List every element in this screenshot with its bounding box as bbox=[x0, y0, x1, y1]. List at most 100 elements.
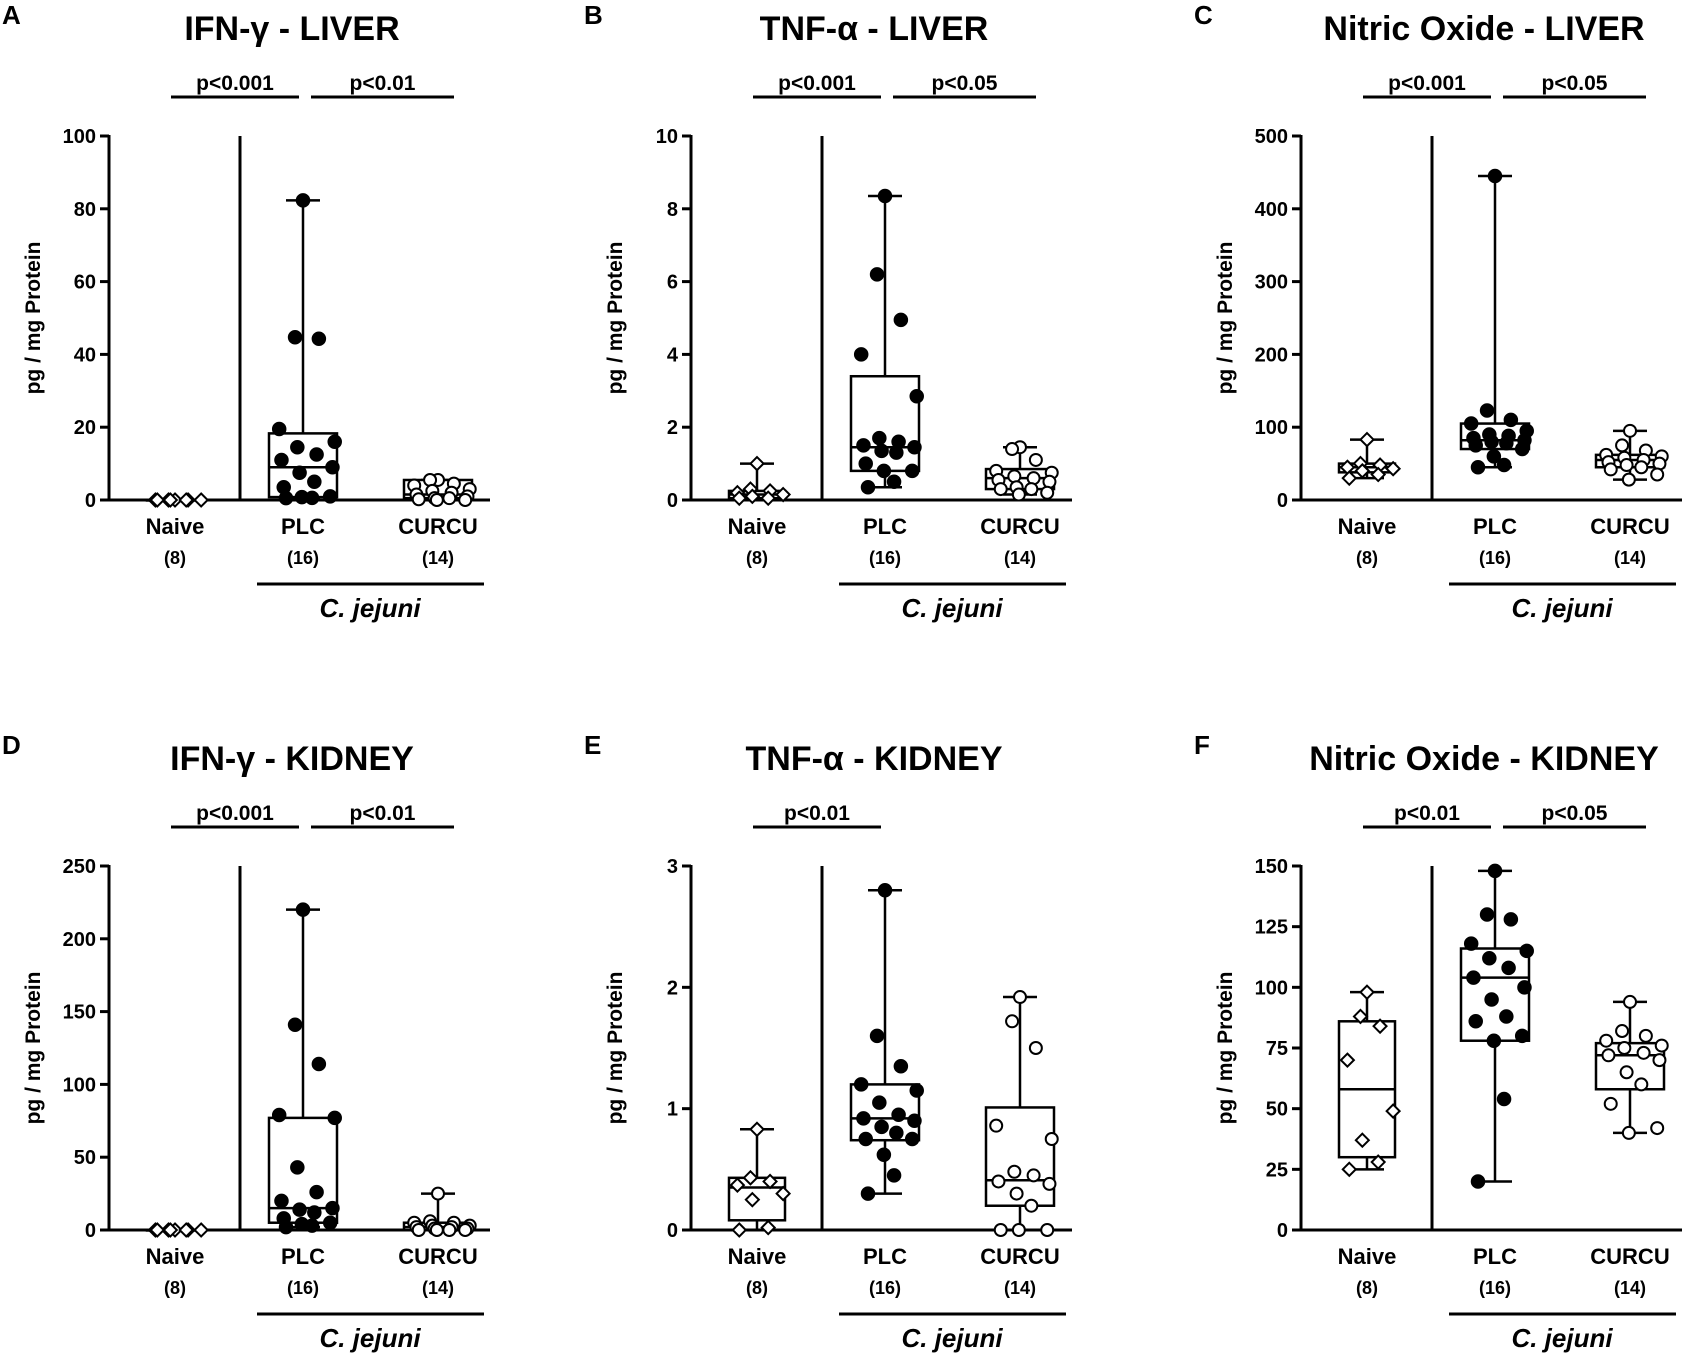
group-sample-size: (8) bbox=[164, 1278, 186, 1298]
data-point-filled bbox=[1503, 912, 1519, 927]
data-point-filled bbox=[292, 465, 307, 480]
data-point-filled bbox=[295, 902, 311, 917]
data-point-open bbox=[1634, 460, 1649, 475]
data-point-filled bbox=[295, 193, 311, 208]
data-point-filled bbox=[1486, 1033, 1502, 1048]
x-tick-label: PLC bbox=[1473, 514, 1517, 539]
data-point-open bbox=[1028, 452, 1043, 467]
y-tick-label: 25 bbox=[1266, 1159, 1288, 1181]
y-tick-label: 0 bbox=[1277, 1220, 1288, 1242]
data-point-open bbox=[458, 493, 473, 507]
data-point-filled bbox=[889, 445, 904, 460]
group-sample-size: (14) bbox=[422, 548, 454, 568]
y-tick-label: 50 bbox=[74, 1147, 96, 1169]
data-point-diamond bbox=[749, 1121, 765, 1138]
group-curcu: CURCU (14) bbox=[398, 472, 478, 568]
group-plc: PLC (16) bbox=[267, 902, 342, 1298]
y-axis-label: pg / mg Protein bbox=[22, 242, 45, 395]
y-tick-label: 125 bbox=[1255, 917, 1288, 939]
group-naive: Naive (8) bbox=[728, 455, 792, 568]
data-point-filled bbox=[271, 1107, 287, 1123]
data-point-filled bbox=[287, 330, 303, 345]
chart-title: Nitric Oxide - KIDNEY bbox=[1309, 740, 1659, 778]
group-sample-size: (14) bbox=[1614, 548, 1646, 568]
group-sample-size: (16) bbox=[869, 548, 901, 568]
data-point-filled bbox=[327, 434, 342, 450]
data-point-diamond bbox=[193, 492, 210, 508]
data-point-filled bbox=[1484, 434, 1499, 450]
chart-title: IFN-γ - LIVER bbox=[184, 10, 399, 48]
panel-letter: D bbox=[2, 730, 21, 760]
y-tick-label: 100 bbox=[63, 126, 96, 148]
species-label: C. jejuni bbox=[901, 593, 1003, 623]
y-tick-label: 200 bbox=[1255, 344, 1288, 366]
chart-title: Nitric Oxide - LIVER bbox=[1323, 10, 1644, 48]
data-point-open bbox=[1623, 423, 1637, 438]
data-point-open bbox=[411, 492, 426, 507]
group-plc: PLC (16) bbox=[849, 883, 924, 1298]
x-tick-label: Naive bbox=[728, 514, 787, 539]
data-point-filled bbox=[891, 1107, 906, 1122]
panel-letter: C bbox=[1194, 0, 1213, 30]
data-point-filled bbox=[1470, 459, 1486, 475]
data-point-filled bbox=[304, 1218, 320, 1233]
significance-label: p<0.01 bbox=[784, 802, 850, 825]
data-point-filled bbox=[876, 1147, 892, 1163]
group-sample-size: (8) bbox=[1356, 1278, 1378, 1298]
data-point-filled bbox=[1514, 441, 1530, 457]
data-point-open bbox=[1040, 485, 1055, 500]
data-point-filled bbox=[307, 1205, 322, 1220]
data-point-open bbox=[1044, 1132, 1059, 1146]
data-point-open bbox=[1636, 1045, 1651, 1060]
data-point-open bbox=[1638, 1028, 1653, 1043]
x-tick-label: CURCU bbox=[980, 1244, 1059, 1269]
data-point-filled bbox=[325, 459, 340, 475]
group-naive: Naive (8) bbox=[146, 1222, 210, 1298]
y-tick-label: 500 bbox=[1255, 126, 1288, 148]
x-tick-label: PLC bbox=[863, 514, 907, 539]
data-point-open bbox=[1005, 1014, 1020, 1029]
data-point-filled bbox=[1463, 936, 1479, 951]
data-point-diamond bbox=[762, 1173, 778, 1190]
data-point-filled bbox=[907, 1113, 922, 1129]
data-point-open bbox=[1621, 1125, 1636, 1140]
y-tick-label: 3 bbox=[667, 856, 678, 878]
y-axis-label: pg / mg Protein bbox=[604, 972, 627, 1125]
data-point-open bbox=[1621, 472, 1636, 487]
y-tick-label: 250 bbox=[63, 856, 96, 878]
data-point-filled bbox=[311, 1056, 327, 1072]
group-naive: Naive (8) bbox=[1338, 984, 1402, 1298]
data-point-filled bbox=[869, 267, 885, 282]
x-tick-label: CURCU bbox=[398, 514, 477, 539]
significance-label: p<0.001 bbox=[778, 72, 856, 95]
data-point-open bbox=[1007, 1164, 1022, 1179]
data-point-filled bbox=[886, 1168, 902, 1183]
data-point-diamond bbox=[1341, 1161, 1358, 1178]
data-point-diamond bbox=[1339, 1052, 1356, 1069]
x-tick-label: PLC bbox=[863, 1244, 907, 1269]
species-label: C. jejuni bbox=[319, 593, 421, 623]
data-point-open bbox=[1011, 487, 1026, 502]
data-point-open bbox=[1005, 442, 1020, 457]
data-point-filled bbox=[1466, 970, 1481, 985]
data-point-open bbox=[442, 491, 457, 506]
data-point-filled bbox=[1487, 863, 1503, 879]
data-point-diamond bbox=[1341, 470, 1358, 487]
data-point-diamond bbox=[760, 490, 777, 507]
data-point-filled bbox=[309, 1184, 324, 1200]
data-point-open bbox=[1650, 467, 1665, 482]
data-point-filled bbox=[1463, 416, 1479, 431]
data-point-filled bbox=[327, 1110, 342, 1126]
species-label: C. jejuni bbox=[1511, 593, 1613, 623]
y-tick-label: 100 bbox=[1255, 977, 1288, 999]
data-point-open bbox=[429, 1223, 444, 1237]
data-point-filled bbox=[893, 312, 909, 328]
x-tick-label: PLC bbox=[1473, 1244, 1517, 1269]
panel-letter: E bbox=[584, 730, 601, 760]
data-point-open bbox=[1042, 1176, 1057, 1191]
data-point-diamond bbox=[178, 1222, 195, 1238]
data-point-filled bbox=[1517, 980, 1532, 995]
chart-title: IFN-γ - KIDNEY bbox=[170, 740, 414, 778]
data-point-filled bbox=[1486, 449, 1502, 464]
